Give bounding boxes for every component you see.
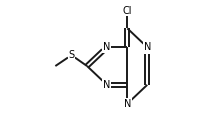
Text: N: N — [103, 80, 111, 90]
Text: Cl: Cl — [123, 6, 132, 16]
Text: N: N — [124, 99, 131, 109]
Text: S: S — [68, 50, 75, 60]
Text: N: N — [103, 42, 111, 52]
Text: N: N — [144, 42, 151, 52]
